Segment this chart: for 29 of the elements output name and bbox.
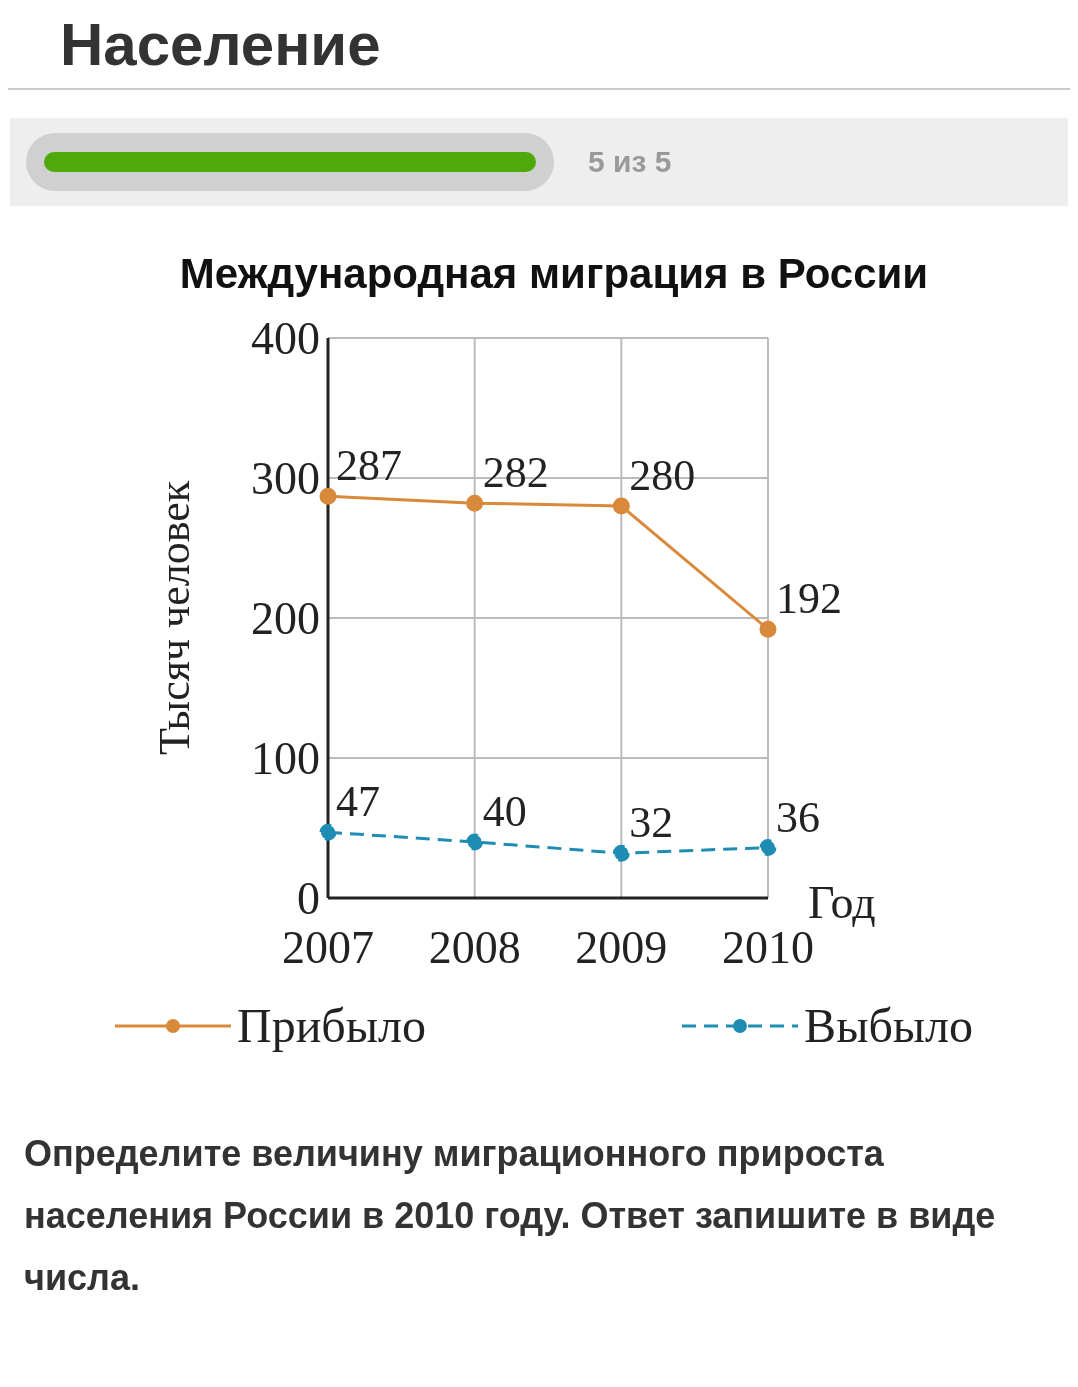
point bbox=[612, 844, 630, 862]
x-tick-label: 2009 bbox=[575, 921, 668, 973]
point bbox=[759, 620, 777, 638]
y-tick-label: 200 bbox=[251, 593, 320, 645]
y-tick-label: 100 bbox=[251, 733, 320, 785]
data-label: 280 bbox=[629, 451, 696, 500]
y-tick-label: 400 bbox=[251, 313, 320, 365]
point bbox=[612, 497, 630, 515]
text: Население bbox=[60, 10, 381, 79]
data-label: 47 bbox=[336, 777, 380, 827]
data-label: 40 bbox=[482, 787, 527, 836]
data-label: 282 bbox=[482, 448, 549, 498]
data-label: 287 bbox=[336, 441, 402, 491]
text: 5 из 5 bbox=[588, 145, 672, 179]
point bbox=[759, 839, 777, 857]
point bbox=[466, 833, 484, 851]
y-axis-title: Тысяч человек bbox=[149, 480, 199, 756]
data-label: 192 bbox=[776, 574, 842, 624]
text: Определите величину миграционного прироста населения России в 2010 году. Ответ запишите в виде числа. bbox=[24, 1132, 997, 1300]
point bbox=[319, 823, 337, 841]
point bbox=[466, 494, 484, 512]
data-label: 36 bbox=[776, 792, 820, 842]
legend-label: Прибыло bbox=[237, 998, 426, 1053]
y-tick-label: 300 bbox=[251, 453, 320, 505]
legend-label: Выбыло bbox=[804, 998, 973, 1053]
chart-title: Международная миграция в России bbox=[178, 250, 930, 298]
x-tick-label: 2008 bbox=[428, 921, 521, 973]
point bbox=[319, 487, 337, 505]
data-label: 32 bbox=[629, 798, 674, 848]
